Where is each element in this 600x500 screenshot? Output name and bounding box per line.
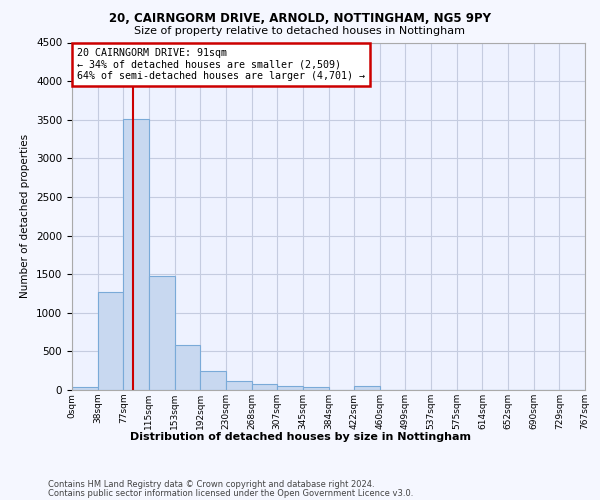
Text: Size of property relative to detached houses in Nottingham: Size of property relative to detached ho…	[134, 26, 466, 36]
Bar	[72, 387, 98, 390]
Bar	[226, 381, 251, 390]
Bar	[149, 276, 175, 390]
Text: 20 CAIRNGORM DRIVE: 91sqm
← 34% of detached houses are smaller (2,509)
64% of se: 20 CAIRNGORM DRIVE: 91sqm ← 34% of detac…	[77, 48, 365, 81]
Bar	[303, 387, 329, 390]
Text: 20, CAIRNGORM DRIVE, ARNOLD, NOTTINGHAM, NG5 9PY: 20, CAIRNGORM DRIVE, ARNOLD, NOTTINGHAM,…	[109, 12, 491, 26]
Text: Contains public sector information licensed under the Open Government Licence v3: Contains public sector information licen…	[48, 488, 413, 498]
Bar	[200, 372, 226, 390]
Text: Distribution of detached houses by size in Nottingham: Distribution of detached houses by size …	[130, 432, 470, 442]
Bar	[354, 386, 380, 390]
Bar	[98, 292, 124, 390]
Bar	[124, 119, 149, 390]
Text: Contains HM Land Registry data © Crown copyright and database right 2024.: Contains HM Land Registry data © Crown c…	[48, 480, 374, 489]
Bar	[175, 345, 200, 390]
Bar	[251, 384, 277, 390]
Bar	[277, 386, 303, 390]
Y-axis label: Number of detached properties: Number of detached properties	[20, 134, 31, 298]
